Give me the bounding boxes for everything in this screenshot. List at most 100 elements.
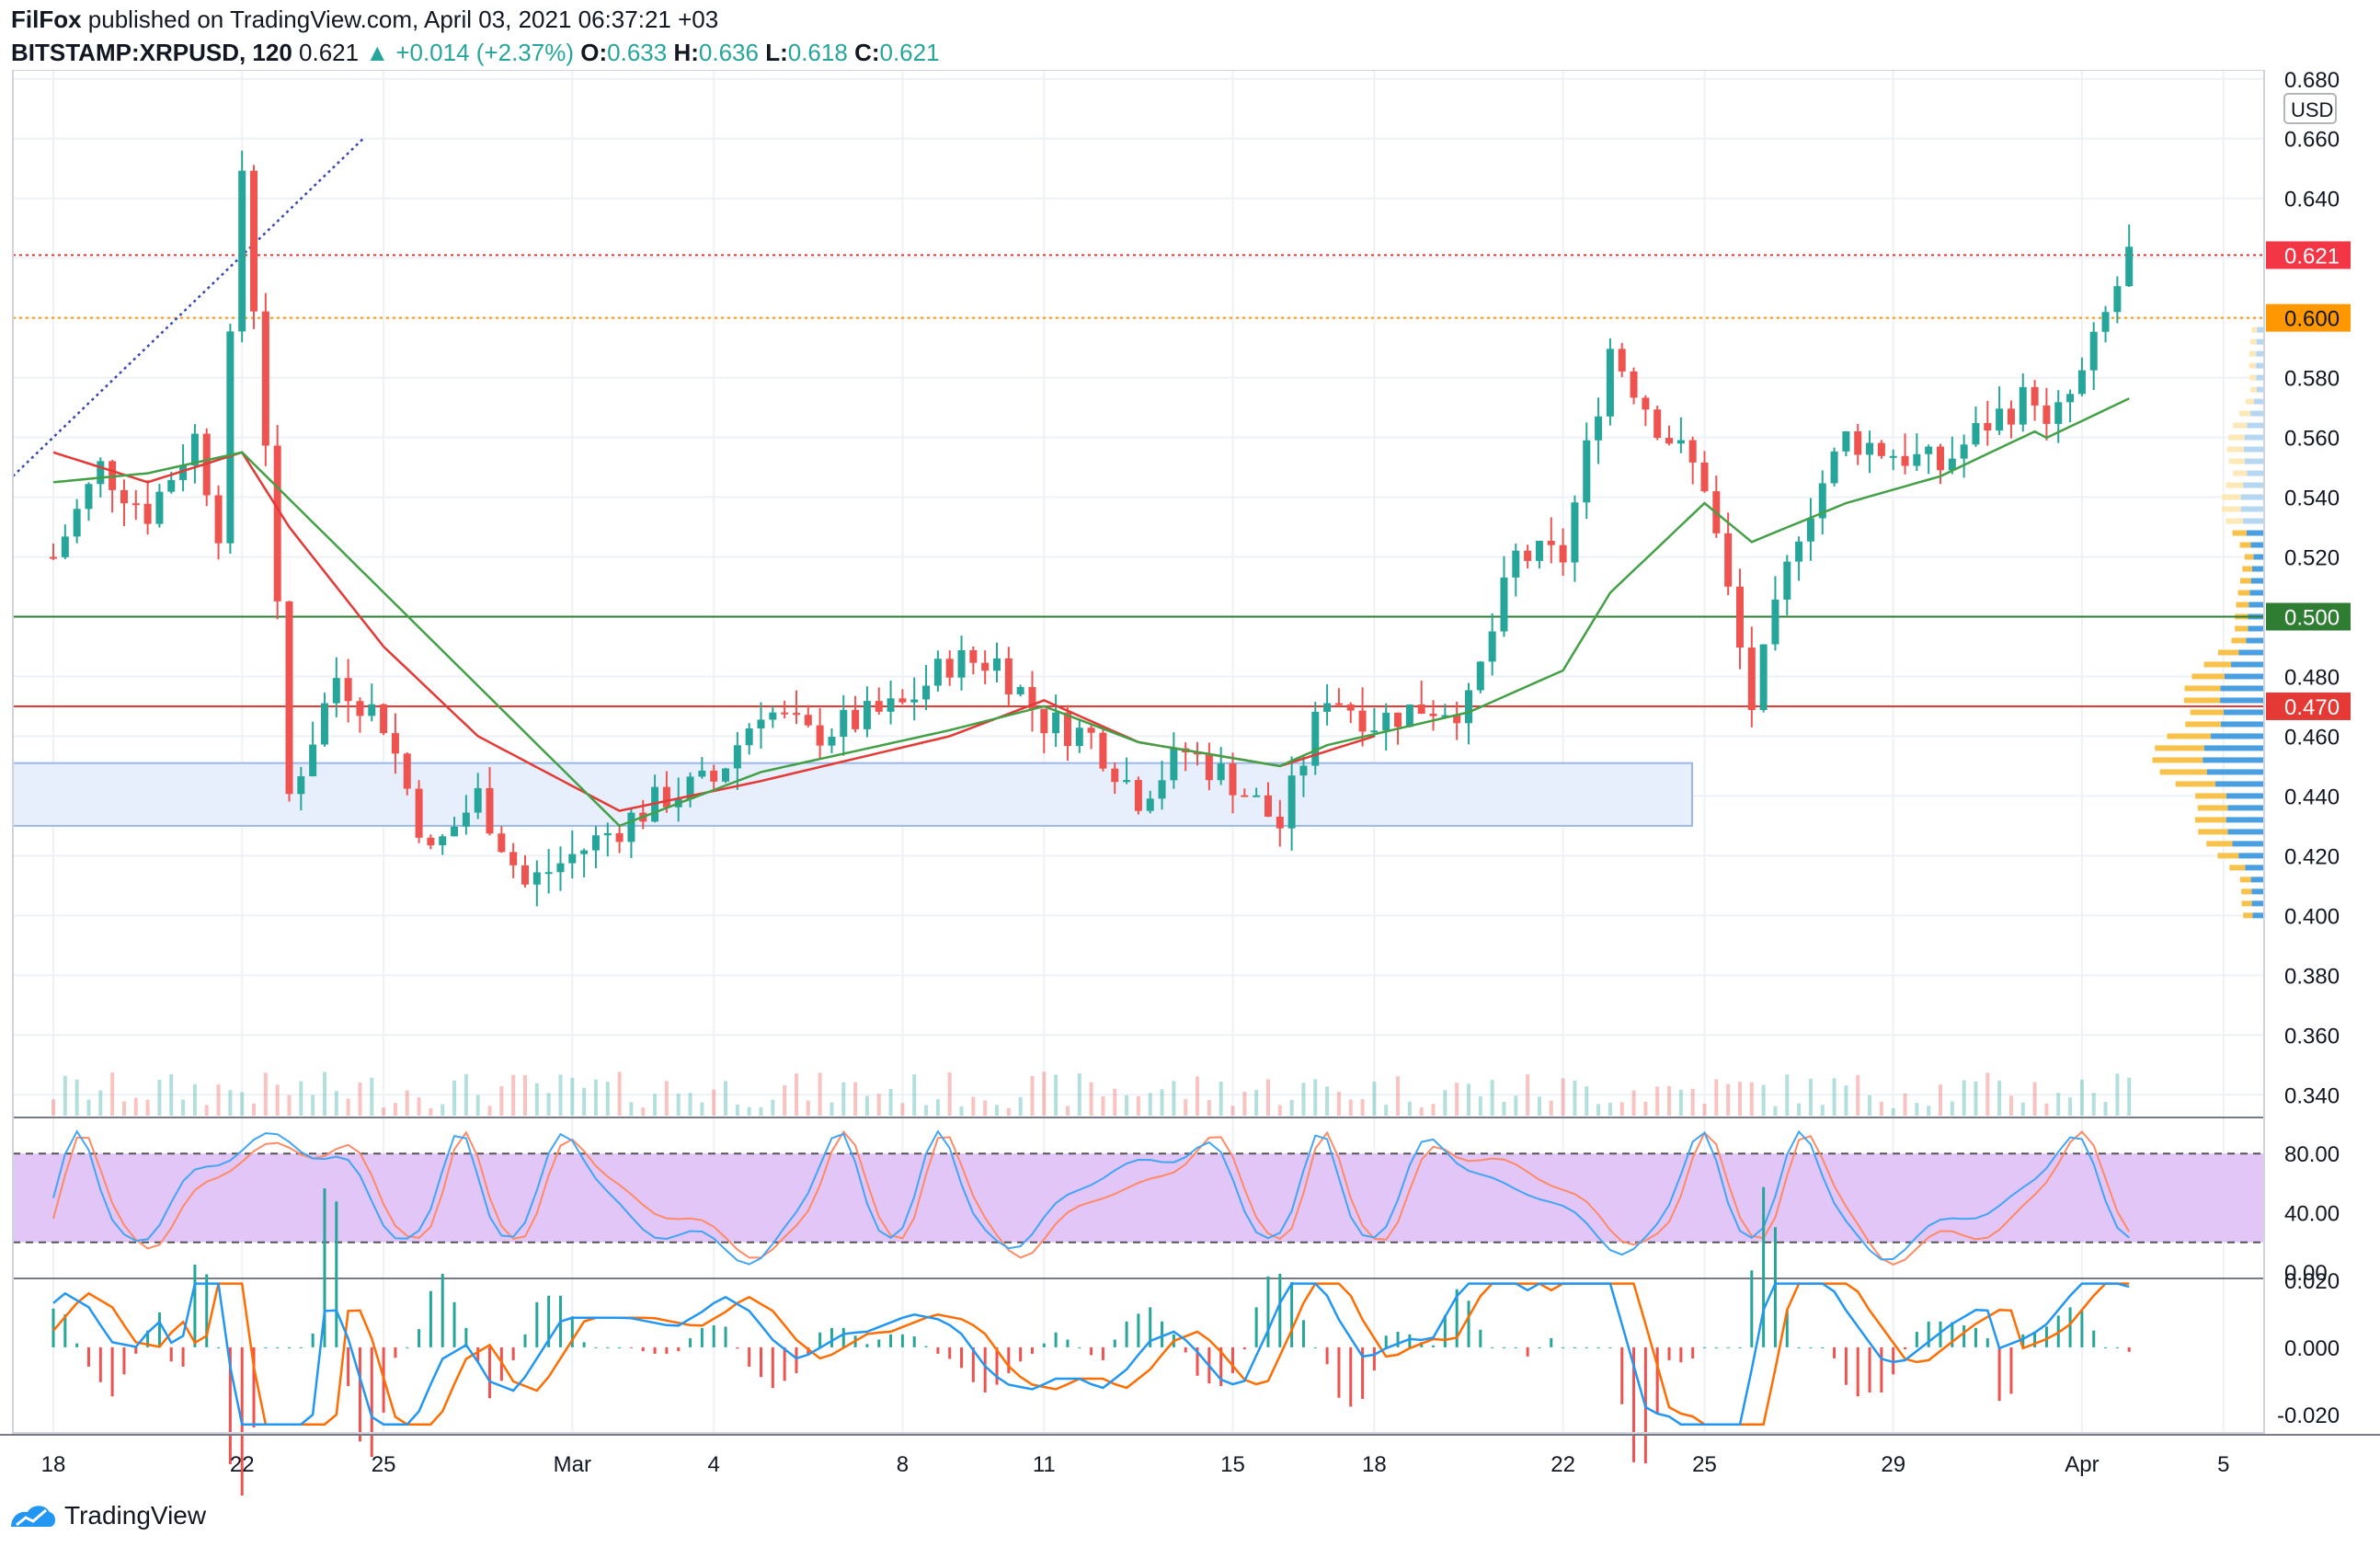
macd-histogram-bar xyxy=(1880,1346,1883,1392)
volume-profile-bar-up xyxy=(2247,422,2264,429)
candle-body xyxy=(1311,711,1320,766)
candle-body xyxy=(167,479,176,492)
volume-profile-bar-up xyxy=(2220,721,2264,728)
volume-bar xyxy=(499,1085,504,1116)
macd-histogram-bar xyxy=(288,1346,291,1348)
volume-bar xyxy=(1136,1095,1140,1116)
level-0.600-label: 0.600 xyxy=(2284,307,2340,332)
candle-body xyxy=(143,503,152,524)
price-chart[interactable]: 0.6800.6600.6400.6200.6000.5800.5600.540… xyxy=(0,70,2380,1495)
macd-histogram-bar xyxy=(2021,1334,2025,1347)
price-tick-label: 0.520 xyxy=(2284,546,2340,571)
volume-profile-bar-down xyxy=(2233,422,2248,429)
level-0.470-badge xyxy=(2266,692,2351,720)
volume-bar xyxy=(1372,1082,1377,1116)
macd-histogram-bar xyxy=(618,1346,622,1348)
candle-body xyxy=(1488,631,1496,662)
macd-histogram-bar xyxy=(1149,1307,1152,1347)
volume-bar xyxy=(1277,1105,1282,1116)
volume-profile-bar-down xyxy=(2229,865,2246,871)
candles xyxy=(50,150,2134,907)
macd-histogram-bar xyxy=(1679,1346,1683,1363)
candle-body xyxy=(556,863,565,873)
candle-body xyxy=(722,768,730,782)
volume-bar xyxy=(1808,1078,1813,1116)
macd-histogram-bar xyxy=(181,1346,185,1367)
volume-profile-bar-up xyxy=(2220,685,2264,692)
volume-profile-bar-up xyxy=(2253,554,2264,560)
macd-histogram-bar xyxy=(983,1346,987,1392)
volume-bar xyxy=(806,1100,810,1116)
volume-bar xyxy=(1974,1081,1978,1116)
symbol-name[interactable]: BITSTAMP:XRPUSD, 120 xyxy=(11,39,292,66)
volume-bar xyxy=(1526,1074,1530,1116)
currency-label: USD xyxy=(2291,98,2333,121)
volume-profile-bar-up xyxy=(2238,649,2264,656)
volume-bar xyxy=(759,1106,763,1116)
candle-body xyxy=(1925,446,1933,454)
macd-histogram-bar xyxy=(1007,1346,1011,1373)
candle-body xyxy=(320,703,328,745)
candle-body xyxy=(1948,458,1956,471)
volume-bar xyxy=(853,1082,858,1116)
candle-body xyxy=(2054,402,2063,424)
macd-histogram-bar xyxy=(1361,1346,1365,1400)
candle-body xyxy=(97,461,105,485)
candle-body xyxy=(2042,405,2051,424)
macd-histogram-bar xyxy=(75,1343,79,1347)
candle-body xyxy=(568,854,577,864)
macd-histogram-bar xyxy=(1432,1345,1436,1347)
macd-histogram-bar xyxy=(1951,1322,1954,1347)
volume-bar xyxy=(688,1093,692,1116)
volume-bar xyxy=(133,1097,138,1116)
volume-bar xyxy=(1077,1073,1081,1116)
macd-histogram-bar xyxy=(276,1346,280,1348)
candle-body xyxy=(1453,715,1461,724)
candle-body xyxy=(451,826,459,837)
candle-body xyxy=(1123,780,1131,783)
macd-histogram-bar xyxy=(1915,1332,1918,1347)
macd-histogram-bar xyxy=(677,1346,681,1352)
volume-profile-bar-down xyxy=(2228,434,2245,441)
tradingview-brand[interactable]: TradingView xyxy=(9,1497,206,1534)
price-tick-label: 0.680 xyxy=(2284,70,2340,93)
volume-bar xyxy=(2115,1073,2120,1116)
volume-bar xyxy=(1985,1072,1990,1116)
macd-histogram-bar xyxy=(1054,1332,1058,1347)
macd-tick-label: 0.000 xyxy=(2284,1336,2340,1361)
macd-histogram-bar xyxy=(1939,1321,1942,1347)
macd-histogram-bar xyxy=(2127,1346,2131,1352)
volume-profile-bar-up xyxy=(2251,900,2264,907)
candle-body xyxy=(1630,371,1638,398)
volume-profile-bar-up xyxy=(2250,877,2264,883)
price-tick-label: 0.340 xyxy=(2284,1083,2340,1108)
moving-average-green xyxy=(52,397,2130,828)
candle-body xyxy=(1795,541,1803,562)
volume-bar xyxy=(1962,1080,1966,1116)
volume-profile-bar-up xyxy=(2251,566,2264,572)
volume-profile-bar-down xyxy=(2159,769,2207,775)
macd-histogram-bar xyxy=(1313,1346,1317,1348)
candle-body xyxy=(1323,703,1332,712)
volume-bar xyxy=(334,1091,338,1116)
macd-histogram-bar xyxy=(1090,1346,1093,1356)
candle-body xyxy=(957,649,966,678)
volume-bar xyxy=(1360,1099,1365,1116)
volume-bar xyxy=(558,1074,563,1116)
volume-bar xyxy=(617,1071,622,1116)
macd-histogram-bar xyxy=(1278,1273,1282,1347)
candle-body xyxy=(226,331,235,544)
volume-profile-bar-up xyxy=(2238,853,2264,859)
volume-profile-bar-up xyxy=(2244,434,2264,441)
volume-bar xyxy=(1737,1082,1742,1116)
volume-bar xyxy=(1030,1076,1035,1116)
macd-histogram-bar xyxy=(1573,1346,1576,1348)
macd-histogram-bar xyxy=(889,1334,893,1347)
volume-bar xyxy=(1289,1099,1294,1116)
candle-body xyxy=(415,788,423,838)
macd-histogram-bar xyxy=(1101,1346,1104,1360)
volume-bar xyxy=(2068,1097,2073,1116)
volume-profile-bar-up xyxy=(2244,458,2264,464)
macd-histogram-bar xyxy=(1632,1346,1636,1462)
volume-bar xyxy=(1348,1099,1353,1116)
